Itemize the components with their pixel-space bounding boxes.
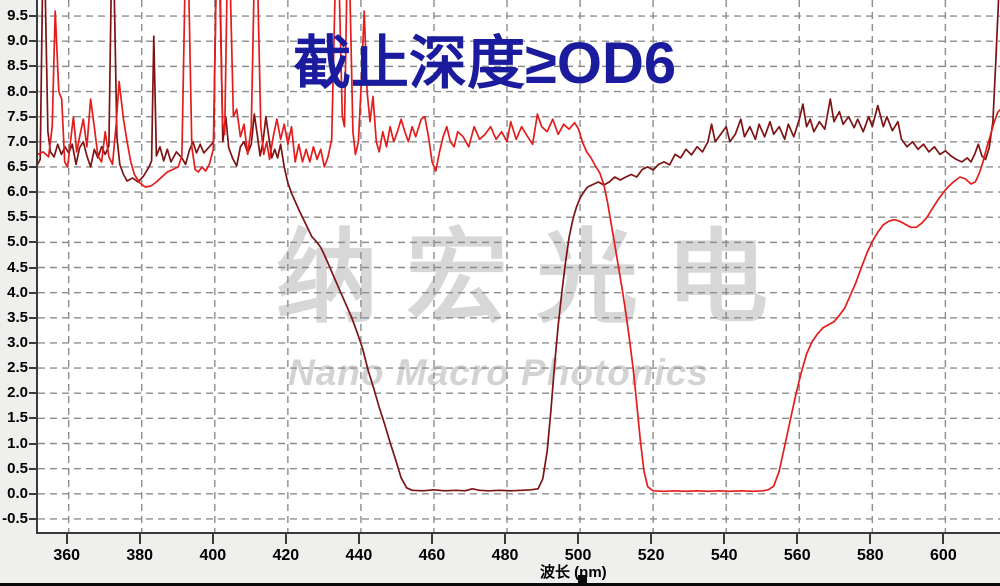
y-tick-mark: [29, 15, 37, 18]
y-tick-mark: [29, 467, 37, 470]
x-tick-mark: [138, 533, 141, 544]
y-tick-label: 0.0: [7, 484, 28, 502]
x-tick-mark: [577, 533, 580, 544]
y-tick-label: 7.0: [7, 132, 28, 150]
y-tick-label: 4.0: [7, 283, 28, 301]
y-tick-label: 1.0: [7, 434, 28, 452]
y-tick-label: 4.5: [7, 258, 28, 276]
y-tick-mark: [29, 241, 37, 244]
x-tick-label: 460: [418, 547, 446, 564]
x-axis-title: 波长 (nm): [540, 564, 607, 581]
x-tick-label: 360: [53, 547, 81, 564]
y-tick-mark: [29, 216, 37, 219]
watermark-english: Nano Macro Photonics: [288, 352, 709, 393]
y-tick-label: 9.0: [7, 32, 28, 50]
x-tick-mark: [869, 533, 872, 544]
plot-svg: [38, 0, 1000, 532]
y-tick-mark: [29, 165, 37, 168]
plot-area: 纳宏光电 Nano Macro Photonics: [36, 0, 1000, 534]
x-tick-label: 540: [710, 547, 738, 564]
x-tick-mark: [211, 533, 214, 544]
y-tick-label: -0.5: [2, 509, 28, 527]
y-tick-mark: [29, 417, 37, 420]
y-tick-mark: [29, 266, 37, 269]
y-tick-mark: [29, 291, 37, 294]
x-tick-label: 500: [564, 547, 592, 564]
y-tick-label: 3.0: [7, 333, 28, 351]
y-tick-label: 1.5: [7, 409, 28, 427]
y-tick-mark: [29, 191, 37, 194]
y-tick-label: 8.0: [7, 82, 28, 100]
y-tick-label: 8.5: [7, 57, 28, 75]
y-tick-mark: [29, 492, 37, 495]
y-tick-mark: [29, 517, 37, 520]
x-tick-mark: [650, 533, 653, 544]
watermark-chinese: 纳宏光电: [276, 221, 796, 335]
x-tick-mark: [430, 533, 433, 544]
y-tick-mark: [29, 140, 37, 143]
bottom-scrollbar-track: [0, 583, 1000, 586]
y-tick-label: 6.0: [7, 183, 28, 201]
x-tick-label: 400: [199, 547, 227, 564]
series-bright-red-filter-OD: [38, 0, 1000, 493]
series-dark-red-filter-OD: [38, 0, 1000, 492]
y-tick-label: 7.5: [7, 107, 28, 125]
y-tick-mark: [29, 40, 37, 43]
y-tick-mark: [29, 392, 37, 395]
y-tick-label: 5.0: [7, 233, 28, 251]
bottom-scrollbar-thumb[interactable]: [578, 575, 587, 584]
chart-title: 截止深度≥OD6: [293, 31, 677, 96]
x-tick-mark: [357, 533, 360, 544]
x-tick-label: 600: [930, 547, 957, 564]
y-tick-label: 5.5: [7, 208, 28, 226]
x-tick-label: 440: [345, 547, 373, 564]
x-tick-mark: [284, 533, 287, 544]
x-tick-label: 480: [491, 547, 519, 564]
x-tick-mark: [723, 533, 726, 544]
y-tick-mark: [29, 316, 37, 319]
x-tick-mark: [942, 533, 945, 544]
y-tick-label: 2.5: [7, 359, 28, 377]
y-tick-label: 3.5: [7, 308, 28, 326]
y-tick-label: 2.0: [7, 384, 28, 402]
x-tick-mark: [504, 533, 507, 544]
y-tick-mark: [29, 65, 37, 68]
y-tick-label: 6.5: [7, 157, 28, 175]
y-tick-label: 0.5: [7, 459, 28, 477]
x-tick-mark: [65, 533, 68, 544]
y-tick-label: 9.5: [7, 7, 28, 25]
x-tick-label: 520: [637, 547, 665, 564]
y-tick-mark: [29, 341, 37, 344]
y-tick-mark: [29, 442, 37, 445]
x-tick-label: 380: [126, 547, 154, 564]
x-tick-label: 560: [783, 547, 811, 564]
x-tick-mark: [796, 533, 799, 544]
y-tick-mark: [29, 367, 37, 370]
y-tick-mark: [29, 90, 37, 93]
x-tick-label: 580: [856, 547, 884, 564]
y-tick-mark: [29, 115, 37, 118]
x-tick-label: 420: [272, 547, 300, 564]
